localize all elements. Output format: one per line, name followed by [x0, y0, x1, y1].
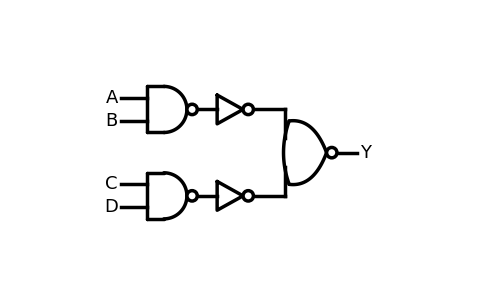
Circle shape [186, 104, 197, 115]
Text: Y: Y [359, 144, 370, 162]
Text: B: B [105, 112, 118, 130]
Text: C: C [105, 175, 118, 193]
Circle shape [186, 191, 197, 201]
Circle shape [243, 191, 253, 201]
Text: A: A [105, 89, 118, 107]
Text: D: D [103, 198, 118, 216]
Circle shape [243, 104, 253, 115]
Circle shape [326, 147, 336, 158]
